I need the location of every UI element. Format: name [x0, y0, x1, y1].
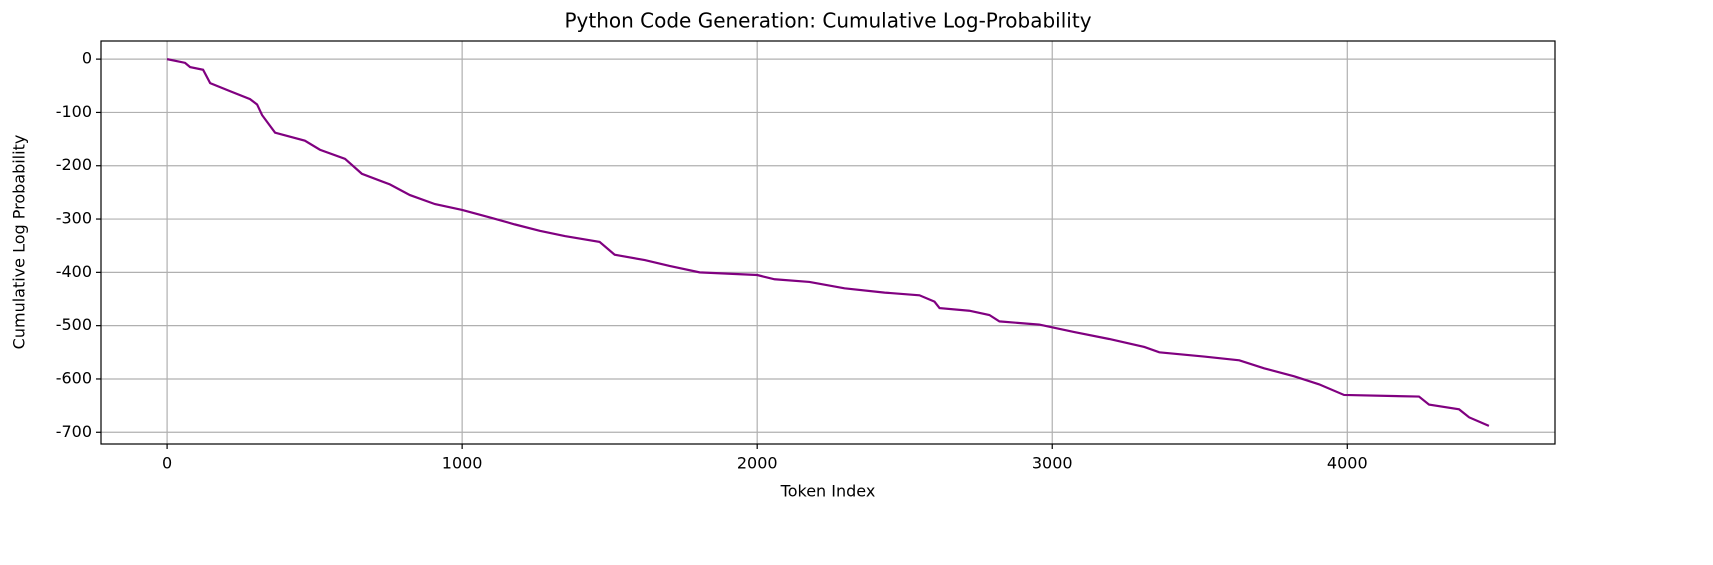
y-tick-label: -700	[56, 422, 92, 441]
plot-frame	[100, 40, 1556, 445]
y-tick-label: -400	[56, 262, 92, 281]
data-line	[166, 58, 1490, 427]
x-tick-label: 4000	[1327, 454, 1368, 473]
chart-title: Python Code Generation: Cumulative Log-P…	[564, 9, 1091, 33]
x-tick-label: 0	[162, 454, 172, 473]
y-tick-label: -200	[56, 155, 92, 174]
y-axis-label: Cumulative Log Probability	[10, 135, 29, 350]
y-tick-label: -100	[56, 102, 92, 121]
y-tick-label: -500	[56, 315, 92, 334]
y-tick-label: -300	[56, 209, 92, 228]
x-tick-label: 1000	[442, 454, 483, 473]
x-axis-label: Token Index	[780, 482, 876, 501]
y-tick-label: 0	[82, 49, 92, 68]
x-tick-label: 3000	[1032, 454, 1073, 473]
x-tick-label: 2000	[737, 454, 778, 473]
y-tick-label: -600	[56, 368, 92, 387]
